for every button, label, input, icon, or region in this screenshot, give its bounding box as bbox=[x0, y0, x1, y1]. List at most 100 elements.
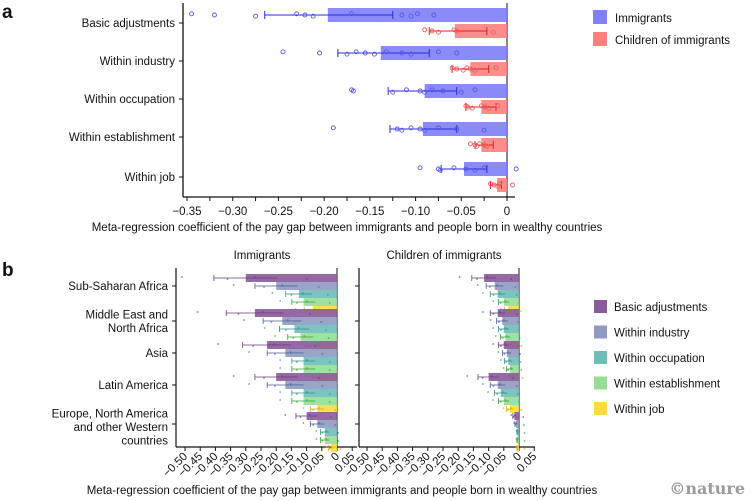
data-point bbox=[504, 343, 507, 345]
data-point bbox=[504, 399, 507, 401]
panel-b-legend: Basic adjustments Within industry Within o… bbox=[594, 300, 721, 416]
x-tick-label: −0.05 bbox=[447, 206, 476, 218]
data-point bbox=[274, 335, 276, 337]
data-point bbox=[263, 286, 265, 288]
data-point bbox=[317, 377, 320, 379]
data-point bbox=[422, 27, 428, 33]
bar-within-occupation bbox=[299, 290, 337, 298]
data-point bbox=[273, 343, 275, 345]
data-point bbox=[476, 284, 479, 286]
panel-a-xlabel: Meta-regression coefficient of the pay g… bbox=[92, 222, 603, 234]
data-point bbox=[310, 13, 316, 19]
data-point bbox=[328, 302, 331, 304]
data-point bbox=[303, 335, 306, 337]
data-point bbox=[498, 311, 501, 313]
data-point bbox=[486, 276, 489, 278]
data-point bbox=[515, 313, 518, 315]
data-point bbox=[226, 278, 229, 280]
bar-within-establishment bbox=[503, 397, 519, 405]
data-point bbox=[315, 430, 318, 432]
data-point bbox=[519, 361, 522, 363]
legend-swatch-basic-adjustments bbox=[594, 300, 607, 313]
data-point bbox=[518, 329, 520, 331]
data-point bbox=[232, 284, 235, 286]
data-point bbox=[498, 292, 501, 294]
bar-basic-adjustments bbox=[245, 274, 337, 282]
data-point bbox=[492, 313, 495, 315]
data-point bbox=[516, 432, 519, 434]
data-point bbox=[489, 319, 492, 321]
data-point bbox=[515, 422, 518, 424]
data-point bbox=[279, 399, 282, 401]
data-point bbox=[481, 142, 487, 148]
data-point bbox=[521, 377, 524, 379]
bar-within-establishment bbox=[509, 365, 519, 373]
data-point bbox=[306, 359, 308, 361]
data-point bbox=[431, 12, 437, 18]
y-tick-label: Latin America bbox=[98, 380, 168, 392]
data-point bbox=[339, 448, 342, 450]
data-point bbox=[513, 166, 519, 172]
data-point bbox=[325, 446, 328, 448]
y-tick-label: Sub-Saharan Africa bbox=[68, 281, 168, 293]
data-point bbox=[523, 432, 526, 434]
bar-within-occupation bbox=[303, 357, 337, 365]
data-point bbox=[263, 327, 266, 329]
bar-within-industry bbox=[317, 420, 337, 428]
data-point bbox=[243, 319, 245, 321]
legend-swatch-within-establishment bbox=[594, 376, 607, 390]
data-point bbox=[353, 49, 359, 55]
data-point bbox=[481, 292, 484, 294]
bar-basic-adjustments bbox=[497, 309, 519, 317]
data-point bbox=[295, 302, 298, 304]
panel-b-xlabel: Meta-regression coefficient of the pay g… bbox=[87, 485, 598, 497]
data-point bbox=[465, 104, 471, 110]
data-point bbox=[510, 414, 513, 416]
data-point bbox=[274, 385, 276, 387]
data-point bbox=[460, 67, 466, 73]
data-point bbox=[281, 284, 284, 286]
data-point bbox=[502, 407, 505, 409]
data-point bbox=[476, 278, 478, 280]
data-point bbox=[301, 292, 304, 294]
data-point bbox=[328, 401, 331, 403]
data-point bbox=[517, 321, 520, 323]
data-point bbox=[337, 432, 340, 434]
data-point bbox=[523, 440, 526, 442]
data-point bbox=[295, 361, 298, 363]
data-point bbox=[422, 89, 428, 95]
data-point bbox=[211, 12, 217, 18]
y-tick-label: countries bbox=[121, 436, 168, 448]
data-point bbox=[451, 165, 457, 171]
data-point bbox=[490, 29, 496, 35]
data-point bbox=[270, 321, 273, 323]
data-point bbox=[306, 399, 308, 401]
data-point bbox=[522, 416, 525, 418]
data-point bbox=[516, 393, 519, 395]
y-tick-label: Within establishment bbox=[69, 132, 176, 144]
data-point bbox=[328, 361, 331, 363]
data-point bbox=[458, 276, 461, 278]
data-point bbox=[472, 167, 478, 173]
panel-a-plot: −0.35 −0.30 −0.25 −0.20 −0.15 −0.10 −0.05 0 Basi… bbox=[69, 3, 519, 218]
data-point bbox=[181, 276, 183, 278]
data-point bbox=[503, 319, 505, 321]
data-point bbox=[308, 414, 311, 416]
data-point bbox=[515, 294, 518, 296]
data-point bbox=[484, 143, 490, 149]
bar-within-industry bbox=[285, 381, 337, 389]
data-point bbox=[248, 351, 251, 353]
data-point bbox=[435, 49, 441, 55]
data-point bbox=[399, 127, 405, 133]
data-point bbox=[362, 50, 368, 56]
data-point bbox=[518, 345, 520, 347]
bar-immigrants bbox=[327, 8, 507, 22]
data-point bbox=[492, 300, 495, 302]
data-point bbox=[518, 302, 520, 304]
data-point bbox=[302, 407, 305, 409]
data-point bbox=[472, 87, 478, 93]
facet-title-immigrants: Immigrants bbox=[234, 250, 291, 262]
data-point bbox=[408, 51, 414, 57]
bar-within-establishment bbox=[303, 298, 337, 306]
